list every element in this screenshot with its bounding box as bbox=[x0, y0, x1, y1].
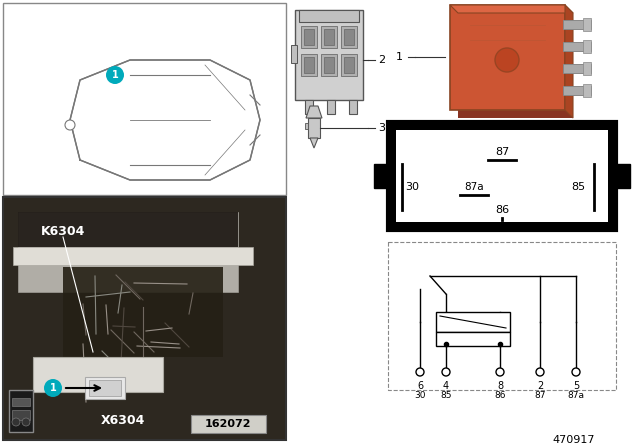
Bar bbox=[324, 29, 334, 45]
Text: 87: 87 bbox=[534, 392, 546, 401]
Bar bbox=[450, 5, 565, 110]
Bar bbox=[18, 212, 238, 292]
Text: X6304: X6304 bbox=[101, 414, 145, 426]
Bar bbox=[324, 57, 334, 73]
Text: 86: 86 bbox=[495, 205, 509, 215]
Polygon shape bbox=[70, 60, 260, 180]
Bar bbox=[299, 10, 359, 22]
Bar bbox=[374, 164, 388, 188]
Circle shape bbox=[495, 48, 519, 72]
Text: 87: 87 bbox=[495, 147, 509, 157]
Text: 2: 2 bbox=[378, 55, 385, 65]
Text: 1: 1 bbox=[50, 383, 56, 393]
Circle shape bbox=[572, 368, 580, 376]
Text: 1: 1 bbox=[111, 70, 118, 80]
Bar bbox=[563, 86, 591, 95]
Text: 3: 3 bbox=[378, 123, 385, 133]
Text: 87a: 87a bbox=[568, 392, 584, 401]
Bar bbox=[583, 62, 591, 75]
Circle shape bbox=[12, 418, 20, 426]
Bar bbox=[305, 100, 313, 114]
Bar bbox=[291, 45, 297, 63]
Bar bbox=[301, 26, 317, 48]
Polygon shape bbox=[310, 138, 318, 148]
Bar bbox=[304, 29, 314, 45]
Bar bbox=[436, 332, 510, 346]
Circle shape bbox=[106, 66, 124, 84]
Bar bbox=[13, 247, 253, 265]
Bar bbox=[3, 197, 286, 440]
Bar bbox=[583, 84, 591, 97]
Bar bbox=[3, 3, 286, 195]
Bar bbox=[63, 267, 223, 357]
Text: 2: 2 bbox=[537, 381, 543, 391]
Bar bbox=[321, 54, 337, 76]
Text: 162072: 162072 bbox=[205, 419, 252, 429]
Text: 8: 8 bbox=[497, 381, 503, 391]
Bar bbox=[388, 122, 616, 230]
Bar bbox=[396, 130, 608, 222]
Text: 85: 85 bbox=[571, 182, 585, 192]
Bar bbox=[295, 10, 363, 100]
Bar bbox=[616, 164, 630, 188]
Bar bbox=[89, 380, 121, 396]
Circle shape bbox=[416, 368, 424, 376]
Bar bbox=[301, 54, 317, 76]
Circle shape bbox=[22, 418, 30, 426]
Bar bbox=[563, 20, 591, 29]
Text: 1: 1 bbox=[396, 52, 403, 62]
Bar bbox=[436, 312, 510, 332]
Polygon shape bbox=[565, 5, 573, 118]
Bar bbox=[308, 118, 320, 138]
Bar bbox=[33, 357, 163, 392]
Polygon shape bbox=[306, 106, 322, 118]
Bar bbox=[583, 40, 591, 53]
Bar bbox=[305, 123, 308, 129]
Text: 30: 30 bbox=[414, 392, 426, 401]
Circle shape bbox=[44, 379, 62, 397]
Text: 5: 5 bbox=[573, 381, 579, 391]
Bar bbox=[349, 100, 357, 114]
Circle shape bbox=[496, 368, 504, 376]
Text: 6: 6 bbox=[417, 381, 423, 391]
Bar bbox=[321, 26, 337, 48]
Bar bbox=[583, 18, 591, 31]
Text: 4: 4 bbox=[443, 381, 449, 391]
Bar bbox=[9, 390, 33, 432]
Bar bbox=[341, 26, 357, 48]
Text: 470917: 470917 bbox=[552, 435, 595, 445]
Text: 85: 85 bbox=[440, 392, 452, 401]
Bar bbox=[304, 57, 314, 73]
Bar bbox=[341, 54, 357, 76]
Bar bbox=[388, 242, 616, 390]
Circle shape bbox=[65, 120, 75, 130]
Text: K6304: K6304 bbox=[41, 225, 85, 238]
Text: 87a: 87a bbox=[464, 182, 484, 192]
Bar bbox=[85, 377, 125, 399]
Bar bbox=[327, 100, 335, 114]
Bar bbox=[191, 415, 266, 433]
Bar bbox=[12, 410, 30, 420]
Bar bbox=[12, 398, 30, 406]
Text: 86: 86 bbox=[494, 392, 506, 401]
Bar bbox=[344, 29, 354, 45]
Bar bbox=[458, 13, 573, 118]
Polygon shape bbox=[450, 5, 573, 13]
Bar bbox=[18, 212, 238, 247]
Bar bbox=[344, 57, 354, 73]
Text: 30: 30 bbox=[405, 182, 419, 192]
Bar bbox=[563, 64, 591, 73]
Circle shape bbox=[442, 368, 450, 376]
Bar bbox=[563, 42, 591, 51]
Circle shape bbox=[536, 368, 544, 376]
